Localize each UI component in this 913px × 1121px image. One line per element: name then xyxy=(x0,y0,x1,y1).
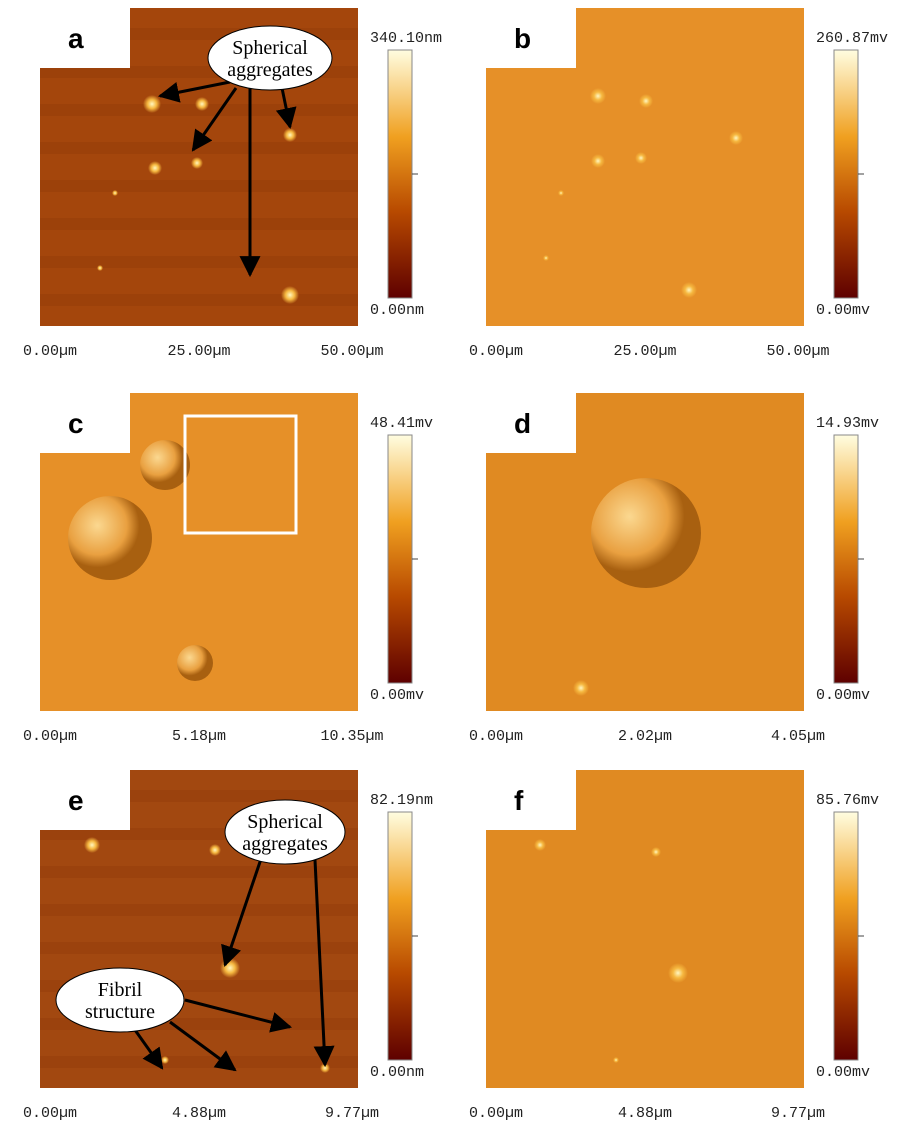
particle xyxy=(558,190,564,196)
scan-band xyxy=(40,904,358,916)
scale-min: 0.00mv xyxy=(370,687,424,704)
scale-max: 340.10nm xyxy=(370,30,442,47)
label-box xyxy=(40,770,130,830)
x-axis-label: 4.88µm xyxy=(618,1105,672,1121)
scale-max: 260.87mv xyxy=(816,30,888,47)
annotation-text: Fibril xyxy=(98,979,143,1001)
x-axis-label: 0.00µm xyxy=(23,728,77,745)
particle xyxy=(635,152,647,164)
scale-min: 0.00nm xyxy=(370,302,424,319)
scan-band xyxy=(40,218,358,230)
panel-label: f xyxy=(514,785,524,816)
x-axis-label: 0.00µm xyxy=(469,1105,523,1121)
x-axis-label: 0.00µm xyxy=(23,1105,77,1121)
colorbar xyxy=(834,812,858,1060)
x-axis-label: 10.35µm xyxy=(320,728,383,745)
particle xyxy=(543,255,549,261)
particle xyxy=(177,645,213,681)
scale-min: 0.00mv xyxy=(816,302,870,319)
scan-band xyxy=(40,294,358,306)
particle xyxy=(613,1057,619,1063)
colorbar xyxy=(834,50,858,298)
particle xyxy=(220,958,240,978)
x-axis-label: 2.02µm xyxy=(618,728,672,745)
particle xyxy=(68,496,152,580)
x-axis-label: 9.77µm xyxy=(325,1105,379,1121)
particle xyxy=(281,286,299,304)
particle xyxy=(591,478,701,588)
scale-min: 0.00mv xyxy=(816,1064,870,1081)
label-box xyxy=(486,770,576,830)
x-axis-label: 5.18µm xyxy=(172,728,226,745)
scan-band xyxy=(40,180,358,192)
annotation-text: structure xyxy=(85,1001,155,1023)
scale-min: 0.00mv xyxy=(816,687,870,704)
x-axis-label: 0.00µm xyxy=(23,343,77,360)
particle xyxy=(191,157,203,169)
particle xyxy=(639,94,653,108)
particle xyxy=(161,1056,169,1064)
colorbar xyxy=(834,435,858,683)
colorbar xyxy=(388,812,412,1060)
scale-max: 48.41mv xyxy=(370,415,433,432)
particle xyxy=(140,440,190,490)
scan-band xyxy=(40,1056,358,1068)
particle xyxy=(148,161,162,175)
particle xyxy=(651,847,661,857)
annotation-text: aggregates xyxy=(242,833,328,855)
particle xyxy=(681,282,697,298)
particle xyxy=(668,963,688,983)
x-axis-label: 4.05µm xyxy=(771,728,825,745)
particle xyxy=(195,97,209,111)
scale-max: 85.76mv xyxy=(816,792,879,809)
colorbar xyxy=(388,435,412,683)
particle xyxy=(283,128,297,142)
annotation-text: aggregates xyxy=(227,59,313,81)
particle xyxy=(591,154,605,168)
x-axis-label: 4.88µm xyxy=(172,1105,226,1121)
particle xyxy=(209,844,221,856)
figure: a 340.10nm 0.00nm 0.00µm 25.00µm 50.00µm b 260.… xyxy=(0,0,913,1121)
panel-label: b xyxy=(514,23,531,54)
x-axis-label: 25.00µm xyxy=(167,343,230,360)
panel-label: e xyxy=(68,785,84,816)
scale-min: 0.00nm xyxy=(370,1064,424,1081)
particle xyxy=(590,88,606,104)
panel-label: d xyxy=(514,408,531,439)
annotation-text: Spherical xyxy=(232,37,308,59)
scan-band xyxy=(40,866,358,878)
panel-label: a xyxy=(68,23,84,54)
label-box xyxy=(40,393,130,453)
particle xyxy=(573,680,589,696)
x-axis-label: 9.77µm xyxy=(771,1105,825,1121)
particle xyxy=(112,190,118,196)
x-axis-label: 0.00µm xyxy=(469,728,523,745)
scale-max: 82.19nm xyxy=(370,792,433,809)
annotation-text: Spherical xyxy=(247,811,323,833)
particle xyxy=(84,837,100,853)
x-axis-label: 50.00µm xyxy=(766,343,829,360)
particle xyxy=(97,265,103,271)
particle xyxy=(534,839,546,851)
colorbar xyxy=(388,50,412,298)
scale-max: 14.93mv xyxy=(816,415,879,432)
x-axis-label: 0.00µm xyxy=(469,343,523,360)
x-axis-label: 50.00µm xyxy=(320,343,383,360)
x-axis-label: 25.00µm xyxy=(613,343,676,360)
panel-label: c xyxy=(68,408,84,439)
scan-band xyxy=(40,942,358,954)
scan-band xyxy=(40,256,358,268)
label-box xyxy=(40,8,130,68)
particle xyxy=(729,131,743,145)
particle xyxy=(143,95,161,113)
